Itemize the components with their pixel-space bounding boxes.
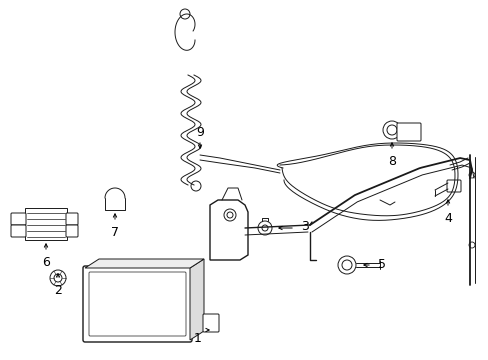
Text: 3: 3 — [301, 220, 308, 233]
Circle shape — [382, 121, 400, 139]
Circle shape — [258, 221, 271, 235]
Polygon shape — [85, 259, 203, 268]
FancyBboxPatch shape — [396, 123, 420, 141]
Text: 1: 1 — [194, 332, 202, 345]
Circle shape — [341, 260, 351, 270]
FancyBboxPatch shape — [446, 180, 460, 192]
Polygon shape — [209, 200, 247, 260]
Text: 6: 6 — [42, 256, 50, 269]
Circle shape — [337, 256, 355, 274]
Text: 2: 2 — [54, 284, 62, 297]
FancyBboxPatch shape — [11, 213, 26, 225]
Circle shape — [468, 242, 474, 248]
Text: 9: 9 — [196, 126, 203, 139]
Circle shape — [226, 212, 232, 218]
Circle shape — [180, 9, 190, 19]
FancyBboxPatch shape — [83, 266, 192, 342]
Circle shape — [50, 270, 66, 286]
Circle shape — [262, 225, 267, 231]
Circle shape — [224, 209, 236, 221]
Circle shape — [54, 274, 62, 282]
FancyBboxPatch shape — [203, 314, 219, 332]
FancyBboxPatch shape — [66, 225, 78, 237]
Circle shape — [386, 125, 396, 135]
FancyBboxPatch shape — [66, 213, 78, 225]
Text: 7: 7 — [111, 225, 119, 239]
Circle shape — [191, 181, 201, 191]
FancyBboxPatch shape — [11, 225, 26, 237]
Text: 5: 5 — [377, 258, 385, 271]
Text: 4: 4 — [443, 212, 451, 225]
Bar — [25, 208, 67, 240]
Polygon shape — [190, 259, 203, 340]
FancyBboxPatch shape — [89, 272, 185, 336]
Text: 8: 8 — [387, 154, 395, 167]
Circle shape — [468, 172, 474, 178]
